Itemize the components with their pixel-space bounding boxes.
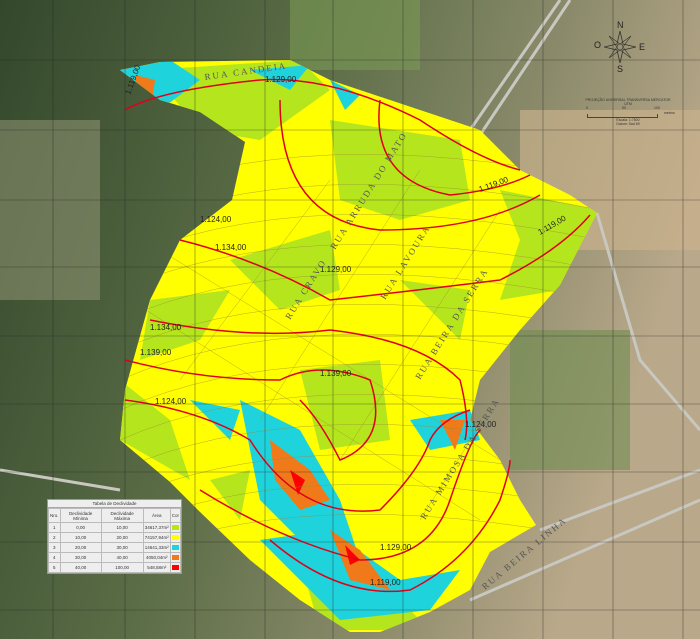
cell: 20,00: [59, 542, 102, 553]
contour-lines: [124, 78, 591, 593]
contour-label: 1.129,00: [265, 75, 297, 84]
legend-row: 3 20,00 30,00 14641,33m²: [48, 542, 182, 553]
legend-row: 2 10,00 20,00 74157,94m²: [48, 532, 182, 543]
cell: 548,58m²: [142, 562, 171, 573]
header-cell: Cor: [169, 508, 182, 523]
road: [0, 0, 700, 602]
color-swatch: [171, 564, 179, 570]
cell: 34617,37m²: [142, 522, 171, 533]
scale-unit: metros: [664, 111, 675, 115]
color-swatch: [171, 554, 179, 560]
cell: 1: [48, 522, 61, 533]
cell: 20,00: [100, 532, 144, 543]
contour-line: [279, 99, 541, 231]
cell: 10,00: [59, 532, 102, 543]
color-swatch: [171, 534, 179, 540]
cell: 0,00: [59, 522, 102, 533]
field-patch: [290, 0, 420, 70]
compass-east: E: [639, 42, 646, 52]
cell: 10,00: [100, 522, 144, 533]
scale-tick: 50: [622, 106, 626, 110]
contour-label: 1.134,00: [150, 323, 182, 332]
zone-label: UTM: [624, 102, 632, 106]
contour-label: 1.129,00: [380, 543, 412, 552]
legend-row: 5 40,00 100,00 548,58m²: [48, 562, 182, 573]
cell: 74157,94m²: [142, 532, 171, 543]
contour-label: 1.124,00: [155, 397, 187, 406]
cell: 4050,04m²: [142, 552, 171, 563]
north-arrow: N S E O: [590, 20, 650, 77]
cell: 30,00: [100, 542, 144, 553]
cell: 40,00: [100, 552, 144, 563]
contour-line: [378, 99, 531, 196]
legend-row: 1 0,00 10,00 34617,37m²: [48, 522, 182, 533]
slope-class-1: [120, 60, 597, 630]
contour-line: [124, 359, 377, 461]
scale-text: Escala: 1:7500: [616, 118, 640, 122]
contour-line: [199, 429, 481, 561]
compass-north: N: [617, 20, 624, 30]
scale-bar: PROJEÇÃO UNIVERSAL TRANSVERSA MERCATOR U…: [578, 98, 678, 126]
header-cell: Nro.: [48, 508, 61, 523]
contour-line: [149, 319, 468, 441]
legend-row: 4 30,00 40,00 4050,04m²: [48, 552, 182, 563]
field-patch: [510, 330, 630, 470]
cell: 100,00: [100, 562, 144, 573]
contour-line: [269, 459, 511, 593]
cell: 4: [48, 552, 61, 563]
contour-label: 1.119,00: [370, 578, 401, 587]
legend-title: Tabela de Declividade: [48, 500, 181, 508]
header-cell: Área: [142, 508, 171, 523]
contour-label: 1.129,00: [320, 265, 352, 274]
compass-west: O: [594, 40, 602, 50]
contour-line: [124, 78, 521, 171]
contour-label: 1.139,00: [320, 369, 352, 378]
contour-line: [179, 214, 591, 301]
datum-text: Datum: Sad 69: [616, 122, 640, 126]
compass-rose-icon: [604, 31, 636, 63]
color-swatch: [171, 544, 179, 550]
cell: 30,00: [59, 552, 102, 563]
contour-line: [124, 399, 471, 512]
slope-legend-table: Tabela de Declividade Nro. Declividade M…: [47, 499, 182, 574]
contour-label: 1.124,00: [200, 215, 232, 224]
header-cell: Declividade Máxima: [100, 508, 144, 523]
contour-label: 1.124,00: [465, 420, 497, 429]
cell: 2: [48, 532, 61, 543]
compass-south: S: [617, 64, 624, 74]
cell: 3: [48, 542, 61, 553]
color-swatch: [171, 524, 179, 530]
cell: 40,00: [59, 562, 102, 573]
legend-header-row: Nro. Declividade Mínima Declividade Máxi…: [48, 508, 182, 523]
scale-tick: 0: [586, 106, 588, 110]
header-cell: Declividade Mínima: [59, 508, 102, 523]
projection-label: PROJEÇÃO UNIVERSAL TRANSVERSA MERCATOR: [585, 98, 671, 102]
contour-label: 1.139,00: [140, 348, 172, 357]
field-patch: [0, 120, 100, 300]
cell: 5: [48, 562, 61, 573]
contour-label: 1.134,00: [215, 243, 247, 252]
cell: 14641,33m²: [142, 542, 171, 553]
scale-tick: 100: [654, 106, 660, 110]
